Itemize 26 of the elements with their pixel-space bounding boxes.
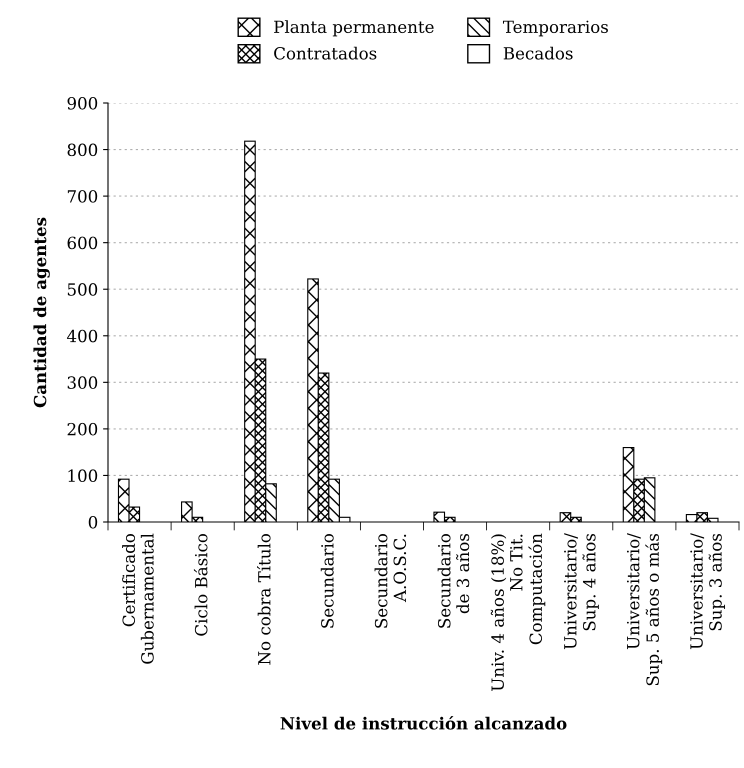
y-tick-label: 500 <box>68 283 98 296</box>
y-tick-label: 0 <box>88 516 98 529</box>
x-tick-label: Universitario/ Sup. 5 años o más <box>626 533 662 686</box>
y-tick-label: 600 <box>68 236 98 250</box>
y-tick-label: 400 <box>66 330 98 342</box>
y-tick-label: 900 <box>68 96 98 110</box>
x-tick-label: Secundario de 3 años <box>438 534 470 628</box>
x-tick-label: Certificado Gubernamental <box>122 534 154 664</box>
x-tick-label: Secundario A.O.S.C. <box>374 534 406 628</box>
y-tick-label: 800 <box>68 144 98 156</box>
legend-label: Becados <box>504 46 573 60</box>
y-tick-label: 200 <box>68 422 98 436</box>
x-tick-label: No cobra Título <box>257 534 271 665</box>
legend-label: Planta permanente <box>274 20 434 36</box>
x-tick-label: Universitario/ Sup. 3 años <box>690 533 726 650</box>
x-tick-label: Universitario/ Sup. 4 años <box>564 533 599 650</box>
y-tick-label: 100 <box>68 469 98 482</box>
y-axis-title: Cantidad de agentes <box>33 218 50 408</box>
legend-label: Temporarios <box>502 20 608 36</box>
x-axis-title: Nivel de instrucción alcanzado <box>280 716 567 730</box>
x-tick-label: Univ. 4 años (18%) No Tit. Computación <box>490 534 546 691</box>
legend-label: Contratados <box>274 46 376 60</box>
y-tick-label: 700 <box>68 190 98 203</box>
y-tick-label: 300 <box>68 376 98 389</box>
x-tick-label: Ciclo Básico <box>194 534 208 636</box>
x-tick-label: Secundario <box>320 534 334 628</box>
